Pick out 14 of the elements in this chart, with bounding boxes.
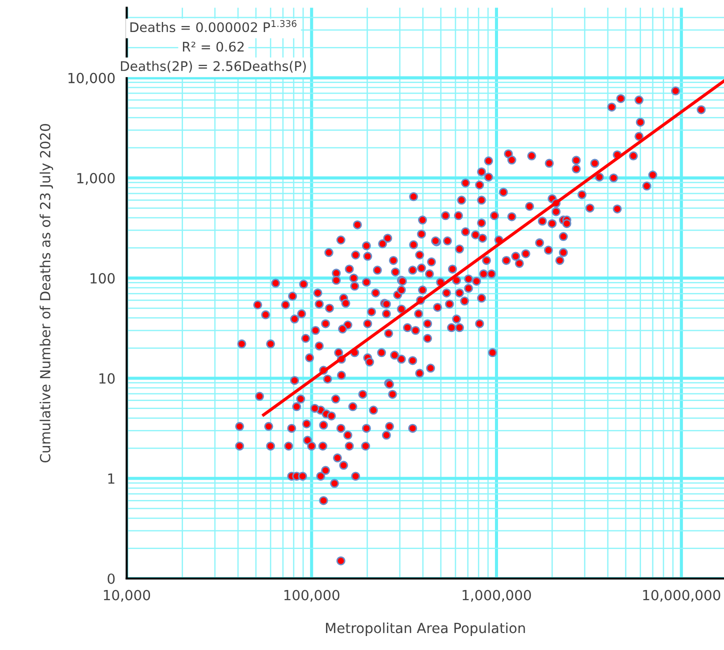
y-tick-label: 0 [108, 573, 115, 584]
y-tick-label: 1,000 [77, 172, 115, 185]
x-axis-title: Metropolitan Area Population [326, 622, 525, 636]
annotation: Deaths(2P) = 2.56Deaths(P) [120, 60, 306, 73]
y-tick-label: 10,000 [68, 72, 115, 85]
y-axis-title: Cumulative Number of Deaths as of 23 July 2020 [40, 124, 54, 462]
annotation: Deaths = 0.000002 P$^{1.336}$ [130, 20, 296, 32]
y-tick-label: 10 [99, 373, 115, 384]
annotation: R² = 0.62 [182, 42, 244, 52]
y-tick-label: 1 [108, 474, 114, 484]
x-tick-label: 1,000,000 [462, 590, 531, 602]
x-tick-label: 10,000,000 [643, 590, 720, 602]
y-tick-label: 100 [90, 273, 115, 284]
x-tick-label: 100,000 [284, 590, 340, 602]
